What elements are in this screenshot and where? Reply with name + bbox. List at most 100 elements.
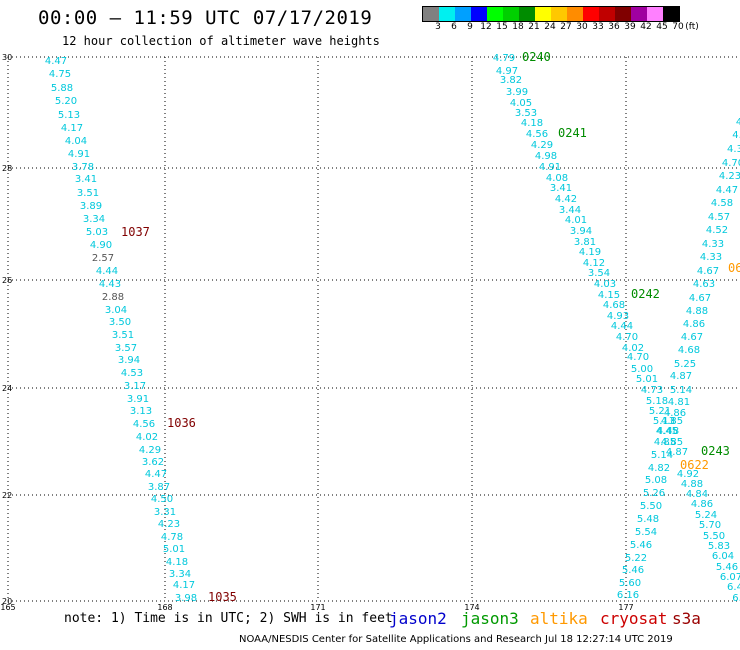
swh-value: 4.81 <box>668 397 690 408</box>
swh-value: 4.87 <box>666 447 688 458</box>
legend-tick-label: 42 <box>640 22 652 32</box>
legend-altika: altika <box>530 609 588 628</box>
swh-value: 3.89 <box>80 201 102 212</box>
swh-value: 3.91 <box>127 394 149 405</box>
swh-value: 4.44 <box>611 321 633 332</box>
swh-value: 3.34 <box>83 214 105 225</box>
swh-value: 4.93 <box>607 311 629 322</box>
legend-swatch <box>423 7 439 21</box>
swh-value: 4.33 <box>702 239 724 250</box>
swh-value: 5.13 <box>58 110 80 121</box>
swh-value: 5.24 <box>695 510 717 521</box>
swh-value: 4.01 <box>565 215 587 226</box>
swh-value: 4.53 <box>121 368 143 379</box>
legend-jason2: jason2 <box>389 609 447 628</box>
pass-label: 0240 <box>522 50 551 64</box>
swh-value: 3.41 <box>75 174 97 185</box>
legend-swatch <box>439 7 455 21</box>
latitude-label: 20 <box>2 597 12 606</box>
swh-value: 3.50 <box>109 317 131 328</box>
swh-value: 5.14 <box>670 385 692 396</box>
swh-value: 3.94 <box>570 226 592 237</box>
legend-tick-label: 70 <box>672 22 684 32</box>
footer-credit: NOAA/NESDIS Center for Satellite Applica… <box>239 634 673 645</box>
swh-value: 3.31 <box>154 507 176 518</box>
pass-label: 0241 <box>558 126 587 140</box>
legend-swatch <box>631 7 647 21</box>
swh-value: 4.91 <box>68 149 90 160</box>
map-title: 00:00 – 11:59 UTC 07/17/2019 <box>38 7 373 29</box>
swh-value: 4.23 <box>719 171 740 182</box>
legend-tick-label: 12 <box>480 22 492 32</box>
pass-label: 0243 <box>701 444 730 458</box>
swh-value: 5.50 <box>703 531 725 542</box>
swh-value: 4.42 <box>555 194 577 205</box>
swh-value: 4.70 <box>722 158 740 169</box>
legend-cryosat: cryosat <box>600 609 668 628</box>
swh-value: 4.78 <box>161 532 183 543</box>
swh-value: 5.20 <box>55 96 77 107</box>
swh-value: 3.13 <box>130 406 152 417</box>
swh-value: 4.73 <box>641 385 663 396</box>
swh-value: 4.67 <box>681 332 703 343</box>
swh-value: 4.70 <box>627 352 649 363</box>
legend-tick-label: 33 <box>592 22 604 32</box>
swh-value: 5.88 <box>51 83 73 94</box>
legend-jason3: jason3 <box>461 609 519 628</box>
swh-value: 3.54 <box>588 268 610 279</box>
swh-value: 5.46 <box>716 562 738 573</box>
swh-value: 4.47 <box>145 469 167 480</box>
swh-value: 5.22 <box>625 553 647 564</box>
legend-swatch <box>583 7 599 21</box>
swh-value: 3.87 <box>148 482 170 493</box>
swh-value: 4.15 <box>598 290 620 301</box>
swh-value: 4.18 <box>166 557 188 568</box>
swh-value: 4.33 <box>700 252 722 263</box>
swh-value: 5.50 <box>640 501 662 512</box>
swh-value: 4.88 <box>686 306 708 317</box>
swh-value: 4.88 <box>681 479 703 490</box>
swh-value: 5.21 <box>649 406 671 417</box>
longitude-label: 171 <box>310 603 325 612</box>
legend-tick-label: 15 <box>496 22 508 32</box>
legend-tick-label: 6 <box>451 22 457 32</box>
swh-value: 4.57 <box>708 212 730 223</box>
swh-value: 4.91 <box>539 162 561 173</box>
swh-value: 4.3 <box>727 144 740 155</box>
legend-tick-label: 18 <box>512 22 524 32</box>
footer-note: note: 1) Time is in UTC; 2) SWH is in fe… <box>64 611 393 626</box>
swh-value: 5.26 <box>643 488 665 499</box>
swh-value: 3.34 <box>169 569 191 580</box>
legend-swatch <box>487 7 503 21</box>
swh-value: 4.82 <box>648 463 670 474</box>
swh-value: 3.53 <box>515 108 537 119</box>
swh-value: 4.68 <box>603 300 625 311</box>
pass-label: 1036 <box>167 416 196 430</box>
swh-value: 5.25 <box>674 359 696 370</box>
swh-value: 3.98 <box>175 593 197 604</box>
swh-value: 2.57 <box>92 253 114 264</box>
swh-value: 4.19 <box>579 247 601 258</box>
legend-swatch <box>519 7 535 21</box>
swh-value: 5.60 <box>619 578 641 589</box>
legend-swatch <box>567 7 583 21</box>
swh-value: 4.79 <box>493 53 515 64</box>
swh-value: 4.84 <box>686 489 708 500</box>
graticule <box>7 56 740 602</box>
swh-value: 6.16 <box>617 590 639 601</box>
swh-value: 4.17 <box>173 580 195 591</box>
swh-value: 4.44 <box>96 266 118 277</box>
swh-value: 3.04 <box>105 305 127 316</box>
swh-value: 4.85 <box>661 416 683 427</box>
longitude-label: 174 <box>464 603 479 612</box>
swh-value: 4.03 <box>594 279 616 290</box>
swh-value: 5.08 <box>645 475 667 486</box>
swh-value: 5.54 <box>635 527 657 538</box>
swh-value: 4.18 <box>521 118 543 129</box>
swh-value: 5.00 <box>631 364 653 375</box>
latitude-label: 30 <box>2 53 12 62</box>
swh-points: 4.474.755.885.205.134.174.044.913.783.41… <box>45 53 740 604</box>
legend-swatch <box>471 7 487 21</box>
swh-value: 4.29 <box>139 445 161 456</box>
